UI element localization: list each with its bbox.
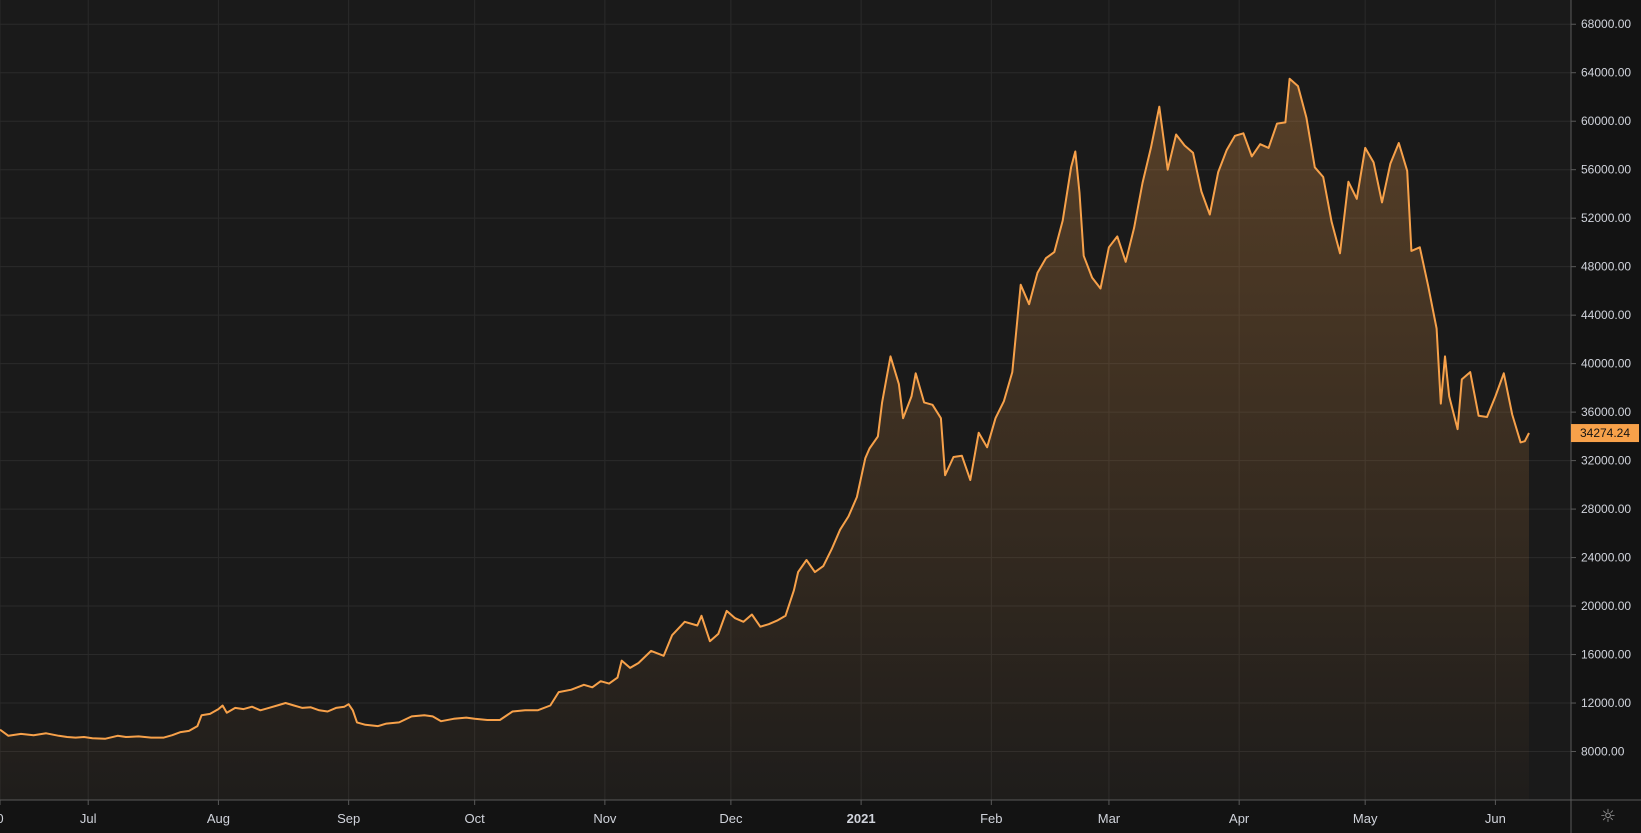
x-tick-label: Dec [719, 811, 743, 826]
x-tick-label: 0 [0, 811, 4, 826]
gear-icon[interactable]: ☼ [1599, 806, 1617, 827]
y-tick-label: 32000.00 [1581, 454, 1631, 468]
y-tick-label: 36000.00 [1581, 405, 1631, 419]
y-tick-label: 56000.00 [1581, 163, 1631, 177]
x-tick-label: Oct [465, 811, 486, 826]
last-price-badge-bg [1571, 424, 1639, 443]
y-tick-label: 24000.00 [1581, 551, 1631, 565]
y-tick-label: 64000.00 [1581, 66, 1631, 80]
x-tick-label: Jun [1485, 811, 1506, 826]
x-tick-label: Sep [337, 811, 360, 826]
x-tick-label: May [1353, 811, 1378, 826]
last-price-label: 34274.24 [1580, 426, 1630, 440]
x-tick-label: Aug [207, 811, 230, 826]
y-tick-label: 60000.00 [1581, 114, 1631, 128]
x-tick-label: Feb [980, 811, 1002, 826]
y-tick-label: 28000.00 [1581, 502, 1631, 516]
y-tick-label: 12000.00 [1581, 696, 1631, 710]
x-tick-label: 2021 [847, 811, 876, 826]
y-tick-label: 48000.00 [1581, 260, 1631, 274]
y-tick-label: 40000.00 [1581, 357, 1631, 371]
x-tick-label: Mar [1098, 811, 1121, 826]
y-tick-label: 44000.00 [1581, 308, 1631, 322]
series-line[interactable] [0, 77, 1530, 740]
x-tick-label: Jul [80, 811, 97, 826]
y-axis[interactable]: 8000.00 12000.00 16000.00 20000.00 24000.00 2… [1570, 0, 1631, 833]
last-price-badge: 34274.24 [1571, 424, 1639, 443]
x-axis[interactable]: 0 Jul Aug Sep Oct Nov Dec 2021 Feb Mar Apr May Jun [0, 799, 1641, 826]
y-tick-label: 16000.00 [1581, 648, 1631, 662]
x-tick-label: Nov [593, 811, 617, 826]
y-tick-label: 20000.00 [1581, 599, 1631, 613]
y-tick-label: 8000.00 [1581, 745, 1625, 759]
y-tick-label: 52000.00 [1581, 211, 1631, 225]
y-tick-label: 68000.00 [1581, 17, 1631, 31]
x-tick-label: Apr [1229, 811, 1250, 826]
area-layer [0, 77, 1530, 801]
series-area-fill [0, 78, 1529, 801]
